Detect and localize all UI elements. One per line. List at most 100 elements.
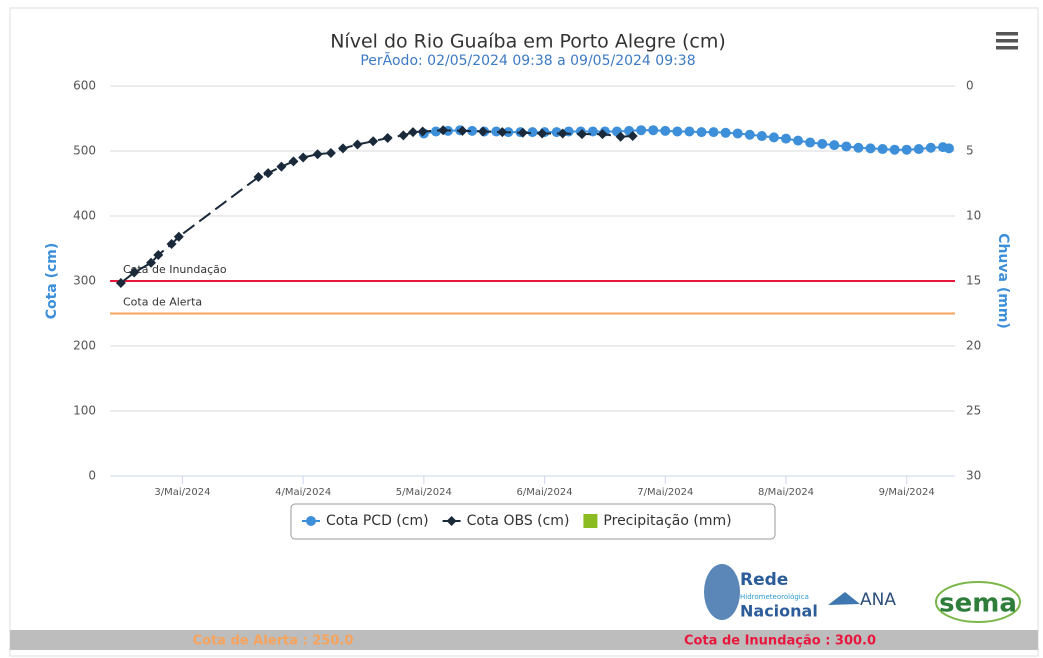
point [253,172,264,182]
point [732,128,743,139]
chart-subtitle: PerÃodo: 02/05/2024 09:38 a 09/05/2024 0… [360,52,695,69]
logo-text: sema [939,589,1017,619]
point [805,137,816,148]
y-tick-label: 600 [73,79,96,93]
logo-shape [935,581,1021,623]
point [352,139,363,150]
point [276,161,287,172]
point [576,129,587,140]
point [925,142,936,153]
point [768,132,779,143]
x-tick-label: 6/Mai/2024 [517,487,573,498]
point [672,126,683,137]
logos: Rede Hidrometeorológica Nacional ANA sem… [704,564,1021,623]
point [853,142,864,153]
point [417,126,428,137]
chart-title: Nível do Rio Guaíba em Porto Alegre (cm) [330,31,726,53]
point [491,126,502,137]
panel [9,7,1039,657]
point [793,135,804,146]
point [298,152,309,163]
point [720,127,731,138]
point [497,127,508,138]
y2-tick-label: 10 [966,209,981,223]
point [398,130,409,141]
x-tick-label: 8/Mai/2024 [758,487,814,498]
point [325,147,336,158]
legend-label: Cota PCD (cm) [326,513,429,529]
point [615,131,626,142]
point [430,126,441,137]
point [478,126,489,137]
point [166,238,177,249]
point [173,231,184,242]
point [597,129,608,140]
point [865,143,876,154]
point [660,125,671,136]
y-tick-label: 300 [73,274,96,288]
menu-button[interactable] [996,32,1018,50]
y2-tick-label: 0 [966,79,974,93]
legend-label: Cota OBS (cm) [467,513,570,529]
point [627,131,638,142]
logo-text: Rede [740,570,788,590]
plot-line-label: Cota de Alerta [123,296,202,309]
legend [290,503,776,540]
point [943,143,954,154]
point [517,127,528,138]
point [153,250,164,260]
y2-tick-label: 20 [966,339,981,353]
point [457,125,468,136]
point [129,267,140,278]
point [841,141,852,152]
legend-swatch [446,516,457,526]
point [337,143,348,154]
y2-tick-label: 25 [966,404,981,418]
y-tick-label: 100 [73,404,96,418]
point [438,125,449,136]
point [407,127,418,138]
point [382,133,393,143]
point [756,131,767,142]
x-tick-label: 9/Mai/2024 [879,487,935,498]
plot-line-label: Cota de Inundação [123,263,227,276]
point [115,277,126,288]
x-tick-label: 3/Mai/2024 [154,487,210,498]
point [817,138,828,149]
x-tick-label: 7/Mai/2024 [637,487,693,498]
point [636,125,647,136]
y2-tick-label: 15 [966,274,981,288]
legend-swatch [583,514,598,528]
point [708,127,719,138]
point [901,144,912,155]
point [312,149,323,160]
y-tick-label: 0 [88,469,96,483]
point [684,126,695,137]
point [648,125,659,136]
y-tick-label: 400 [73,209,96,223]
footer-bar [10,630,1038,650]
point [263,168,274,179]
x-tick-label: 4/Mai/2024 [275,487,331,498]
point [288,156,299,167]
footer-alert: Cota de Alerta : 250.0 [193,634,354,649]
point [537,128,548,139]
y2-tick-label: 30 [966,469,981,483]
y-axis-title: Cota (cm) [44,243,60,320]
y2-tick-label: 5 [966,144,974,158]
logo-shape [828,592,860,605]
point [744,129,755,140]
point [527,127,538,138]
point [146,257,157,268]
y-tick-label: 200 [73,339,96,353]
point [368,136,379,147]
point [467,125,478,136]
logo-text: Hidrometeorológica [740,593,809,601]
point [696,127,707,138]
y-tick-label: 500 [73,144,96,158]
footer-flood: Cota de Inundação : 300.0 [684,634,876,649]
point [913,144,924,155]
point [557,128,568,139]
point [889,144,900,155]
